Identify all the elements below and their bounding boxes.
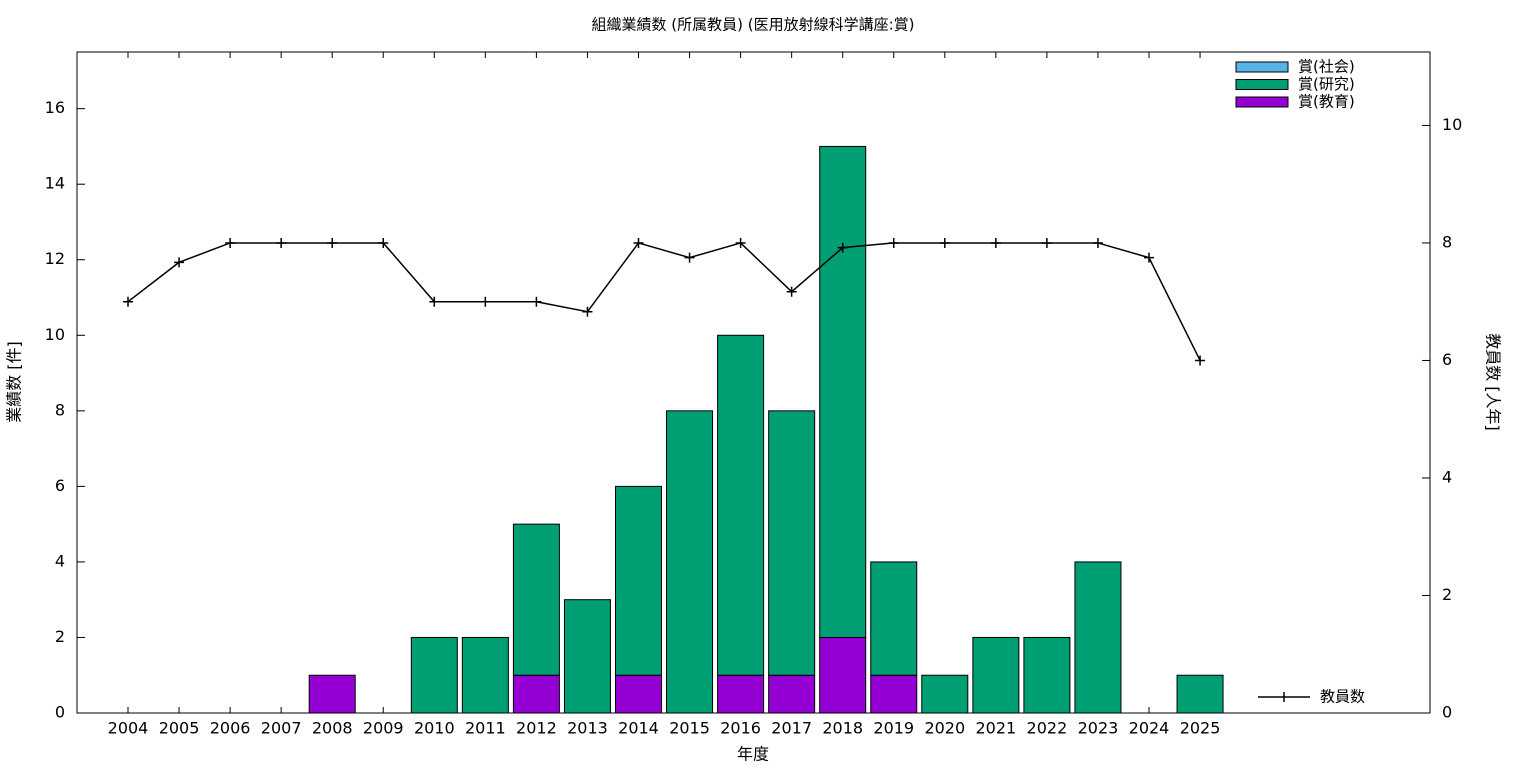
bar xyxy=(512,674,560,714)
legend-line xyxy=(1258,692,1310,702)
bar xyxy=(410,636,458,714)
plot-frame xyxy=(76,51,1431,714)
bar xyxy=(308,674,356,714)
x-tick-label: 2008 xyxy=(312,719,353,738)
x-tick-label: 2015 xyxy=(669,719,710,738)
point-marker xyxy=(1195,355,1206,366)
bar xyxy=(615,485,662,676)
legend-swatch xyxy=(1235,61,1289,73)
legend-label: 賞(研究) xyxy=(1298,75,1355,93)
y-tick-label: 12 xyxy=(45,249,65,268)
x-tick-label: 2012 xyxy=(516,719,557,738)
bar xyxy=(717,674,765,714)
y-tick-label: 8 xyxy=(55,400,65,419)
point-marker xyxy=(684,252,695,263)
point-marker xyxy=(429,296,440,307)
bar xyxy=(870,674,918,714)
bar xyxy=(717,334,765,676)
x-tick-label: 2009 xyxy=(363,719,404,738)
x-tick-label: 2024 xyxy=(1129,719,1170,738)
point-marker xyxy=(480,296,491,307)
point-marker xyxy=(123,296,133,307)
bar xyxy=(1074,561,1122,714)
bar xyxy=(615,674,662,714)
x-tick-label: 2013 xyxy=(567,719,608,738)
point-marker xyxy=(888,237,899,248)
bar xyxy=(1176,674,1224,714)
y-tick-label: 4 xyxy=(55,551,65,570)
bar xyxy=(819,145,867,638)
legend-swatch xyxy=(1235,79,1289,90)
point-marker xyxy=(327,237,338,248)
x-tick-label: 2007 xyxy=(261,719,302,738)
x-tick-label: 2016 xyxy=(720,719,761,738)
x-tick-label: 2019 xyxy=(873,719,914,738)
legend-swatch xyxy=(1235,96,1289,108)
x-tick-label: 2021 xyxy=(975,719,1016,738)
y2-tick-label: 2 xyxy=(1442,585,1452,604)
legend-label: 賞(教育) xyxy=(1298,93,1355,111)
point-marker xyxy=(378,237,389,248)
y2-axis-label: 教員数 [人年] xyxy=(1484,333,1503,431)
y2-tick-label: 10 xyxy=(1442,115,1462,134)
y-tick-label: 6 xyxy=(55,476,65,495)
x-axis-label: 年度 xyxy=(737,745,769,764)
y2-tick-label: 8 xyxy=(1442,232,1452,251)
bar xyxy=(666,410,714,714)
x-tick-label: 2010 xyxy=(414,719,455,738)
y2-tick-label: 0 xyxy=(1442,703,1452,722)
y2-tick-label: 4 xyxy=(1442,467,1452,486)
bar xyxy=(819,636,867,714)
y2-tick-label: 6 xyxy=(1442,350,1452,369)
point-marker xyxy=(786,286,797,297)
y-tick-label: 0 xyxy=(55,703,65,722)
y-tick-label: 14 xyxy=(45,174,65,193)
point-marker xyxy=(174,257,185,268)
bar xyxy=(972,636,1020,714)
bar xyxy=(768,410,816,676)
x-tick-label: 2022 xyxy=(1027,719,1068,738)
legend-label: 賞(社会) xyxy=(1298,58,1355,76)
bar xyxy=(1023,636,1071,714)
chart-title: 組織業績数 (所属教員) (医用放射線科学講座:賞) xyxy=(591,16,914,34)
point-marker xyxy=(837,242,848,253)
point-marker xyxy=(1144,252,1154,263)
x-tick-label: 2017 xyxy=(771,719,812,738)
point-marker xyxy=(939,237,950,248)
bar xyxy=(563,599,611,714)
point-marker xyxy=(633,237,644,248)
point-marker xyxy=(1092,237,1103,248)
x-tick-label: 2020 xyxy=(924,719,965,738)
x-tick-label: 2005 xyxy=(159,719,200,738)
y-axis-label: 業績数 [件] xyxy=(5,341,24,423)
point-marker xyxy=(225,237,236,248)
y-tick-label: 16 xyxy=(45,98,65,117)
y-tick-label: 2 xyxy=(55,627,65,646)
point-marker xyxy=(1041,237,1052,248)
point-marker xyxy=(990,237,1001,248)
bar xyxy=(870,561,918,676)
point-marker xyxy=(735,237,746,248)
x-tick-label: 2011 xyxy=(465,719,506,738)
bar xyxy=(461,636,509,714)
legend-label: 教員数 xyxy=(1320,688,1365,706)
bar xyxy=(921,674,969,714)
bar xyxy=(768,674,816,714)
x-tick-label: 2014 xyxy=(618,719,659,738)
bar xyxy=(512,523,560,676)
point-marker xyxy=(582,306,593,317)
x-tick-label: 2006 xyxy=(210,719,251,738)
x-tick-label: 2004 xyxy=(108,719,149,738)
x-tick-label: 2018 xyxy=(822,719,863,738)
x-tick-label: 2023 xyxy=(1078,719,1119,738)
point-marker xyxy=(276,237,287,248)
line-series xyxy=(127,242,1201,361)
x-tick-label: 2025 xyxy=(1180,719,1221,738)
y-tick-label: 10 xyxy=(45,325,65,344)
point-marker xyxy=(531,296,542,307)
